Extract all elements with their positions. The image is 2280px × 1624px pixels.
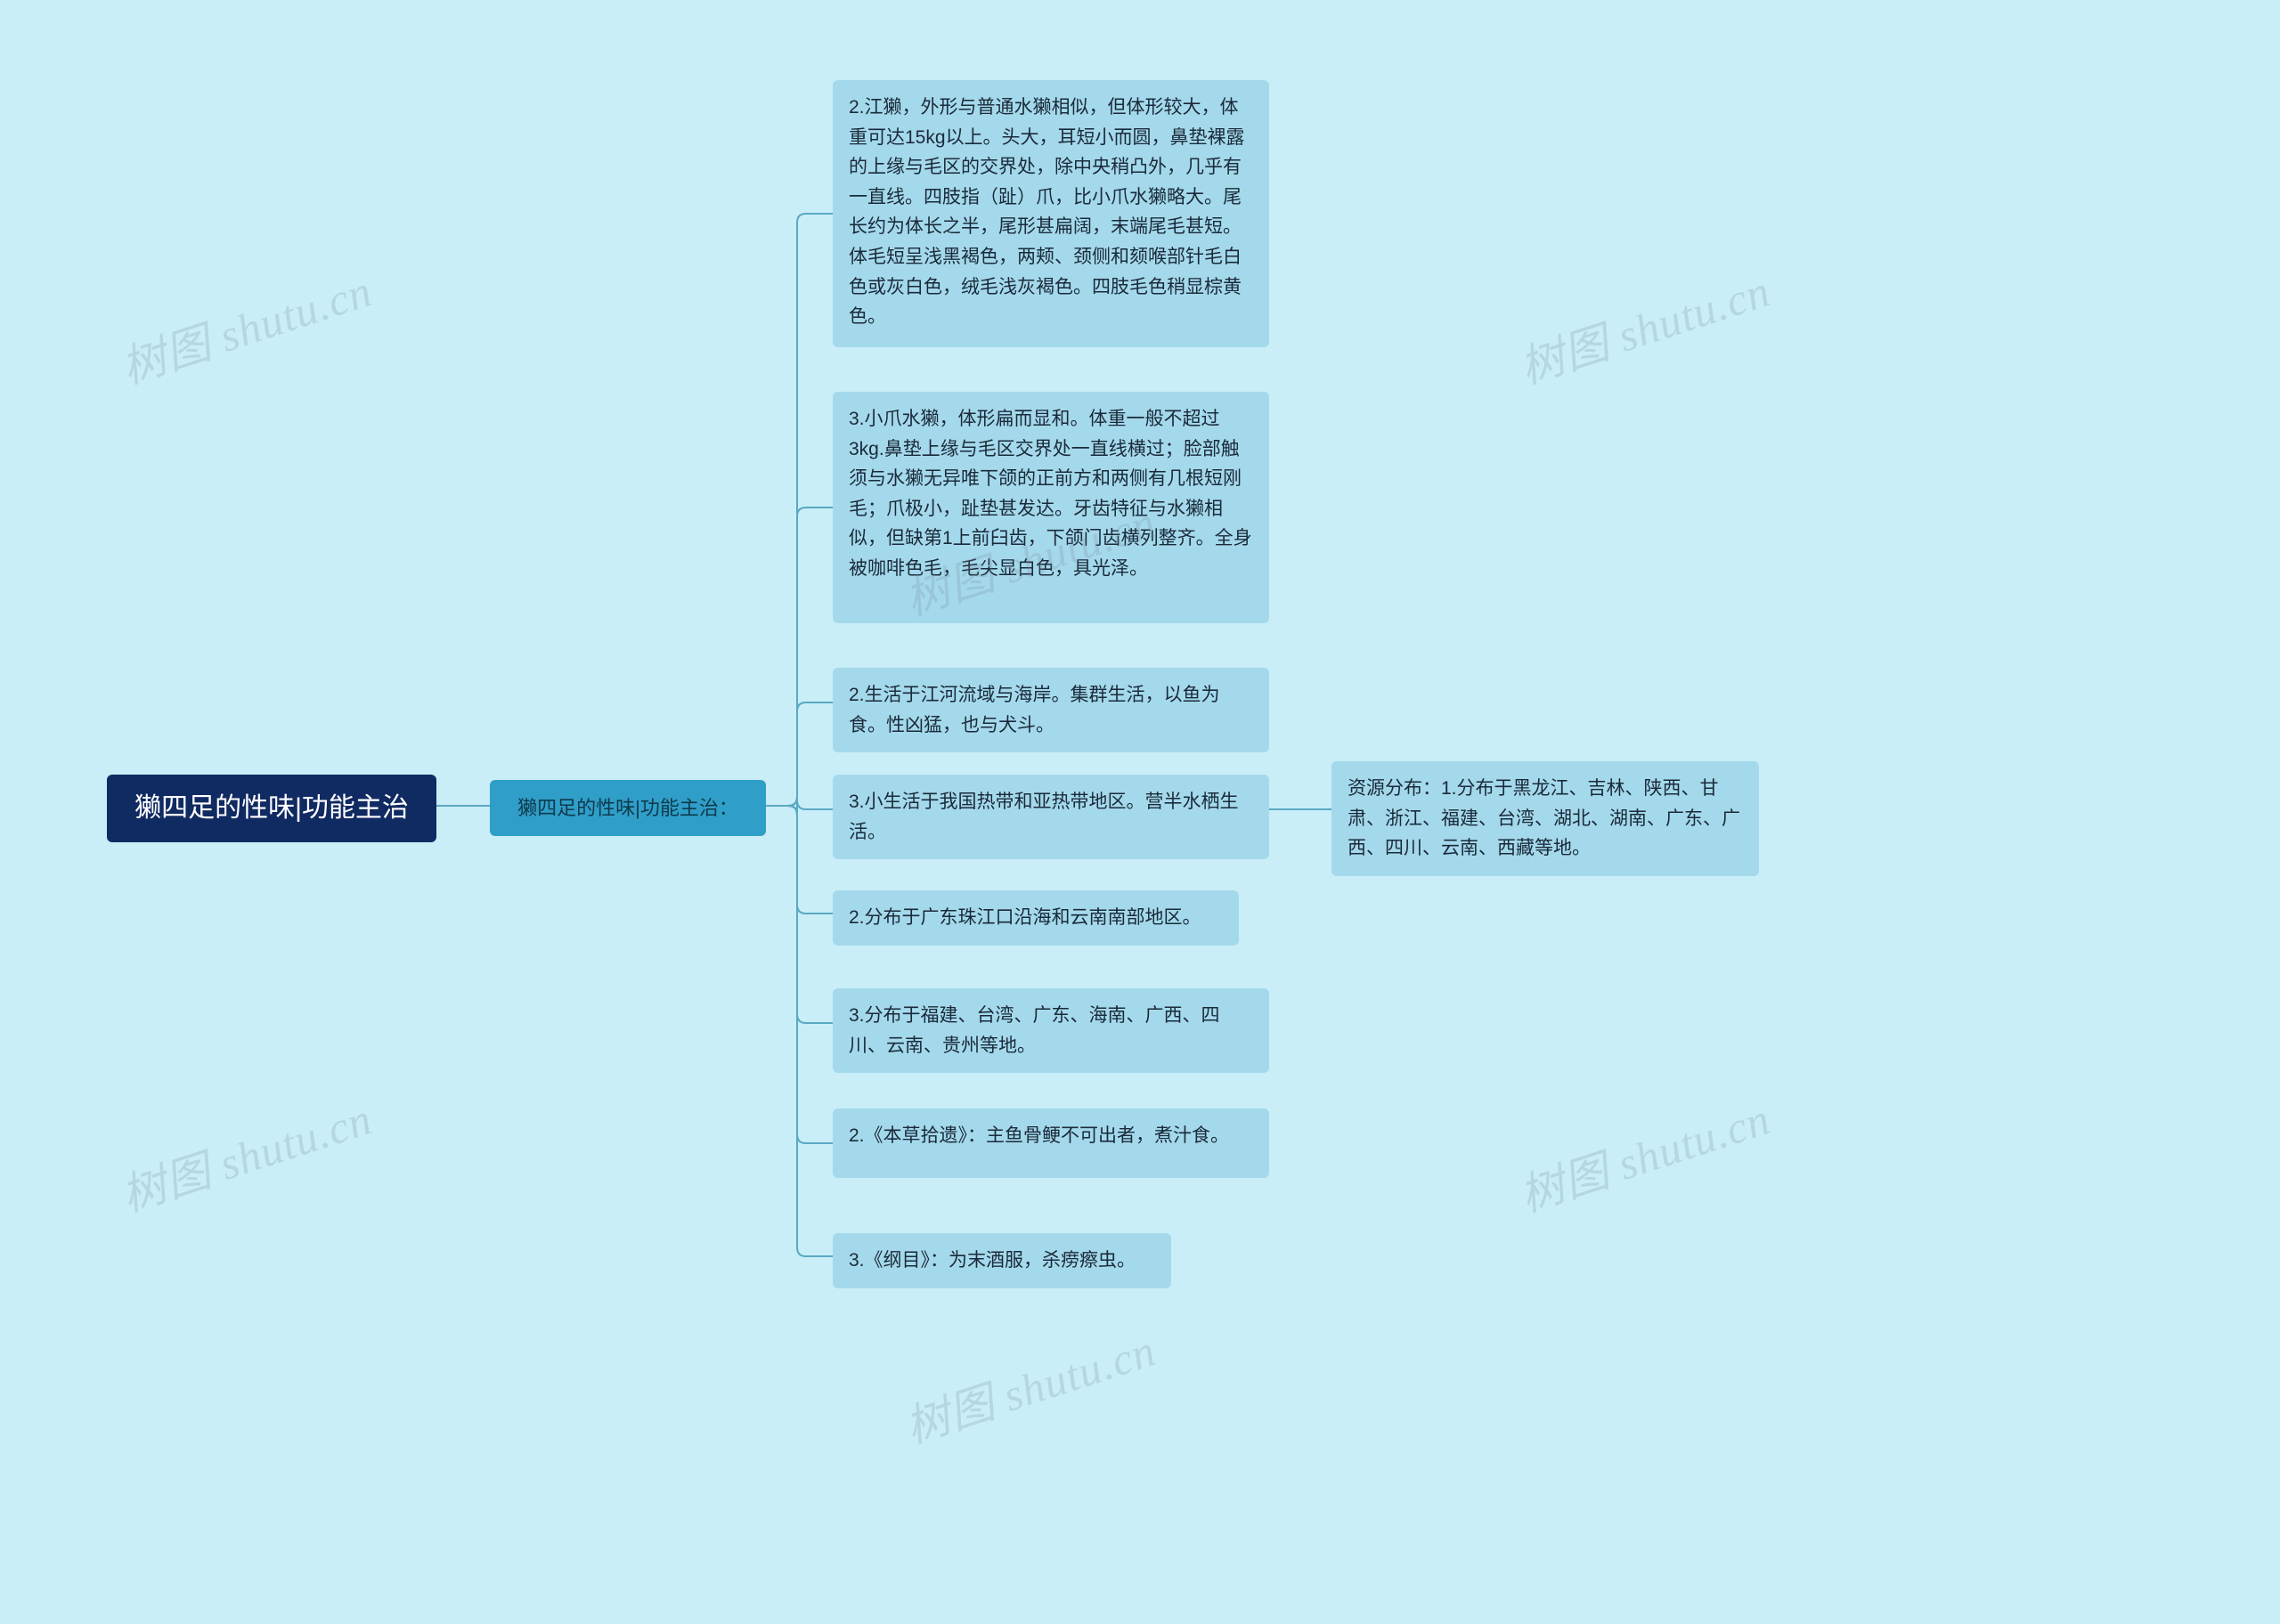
watermark: 树图 shutu.cn (112, 1084, 379, 1225)
watermark: 树图 shutu.cn (896, 1315, 1163, 1457)
mindmap-leaf[interactable]: 3.小爪水獭，体形扁而显和。体重一般不超过3kg.鼻垫上缘与毛区交界处一直线横过… (833, 392, 1269, 623)
watermark: 树图 shutu.cn (112, 256, 379, 397)
mindmap-leaf[interactable]: 2.生活于江河流域与海岸。集群生活，以鱼为食。性凶猛，也与犬斗。 (833, 668, 1269, 752)
mindmap-leaf[interactable]: 3.分布于福建、台湾、广东、海南、广西、四川、云南、贵州等地。 (833, 988, 1269, 1073)
mindmap-leaf[interactable]: 2.江獭，外形与普通水獭相似，但体形较大，体重可达15kg以上。头大，耳短小而圆… (833, 80, 1269, 347)
mindmap-level1[interactable]: 獭四足的性味|功能主治： (490, 780, 766, 836)
mindmap-leaf[interactable]: 3.《纲目》：为末酒服，杀痨瘵虫。 (833, 1233, 1171, 1288)
mindmap-root[interactable]: 獭四足的性味|功能主治 (107, 775, 436, 842)
mindmap-subleaf[interactable]: 资源分布：1.分布于黑龙江、吉林、陕西、甘肃、浙江、福建、台湾、湖北、湖南、广东… (1331, 761, 1759, 876)
watermark: 树图 shutu.cn (1510, 1084, 1778, 1225)
mindmap-leaf[interactable]: 3.小生活于我国热带和亚热带地区。营半水栖生活。 (833, 775, 1269, 859)
mindmap-leaf[interactable]: 2.《本草拾遗》：主鱼骨鲠不可出者，煮汁食。 (833, 1108, 1269, 1178)
mindmap-canvas: 獭四足的性味|功能主治獭四足的性味|功能主治： 2.江獭，外形与普通水獭相似，但体… (0, 0, 2280, 1624)
mindmap-leaf[interactable]: 2.分布于广东珠江口沿海和云南南部地区。 (833, 890, 1239, 946)
watermark: 树图 shutu.cn (1510, 256, 1778, 397)
